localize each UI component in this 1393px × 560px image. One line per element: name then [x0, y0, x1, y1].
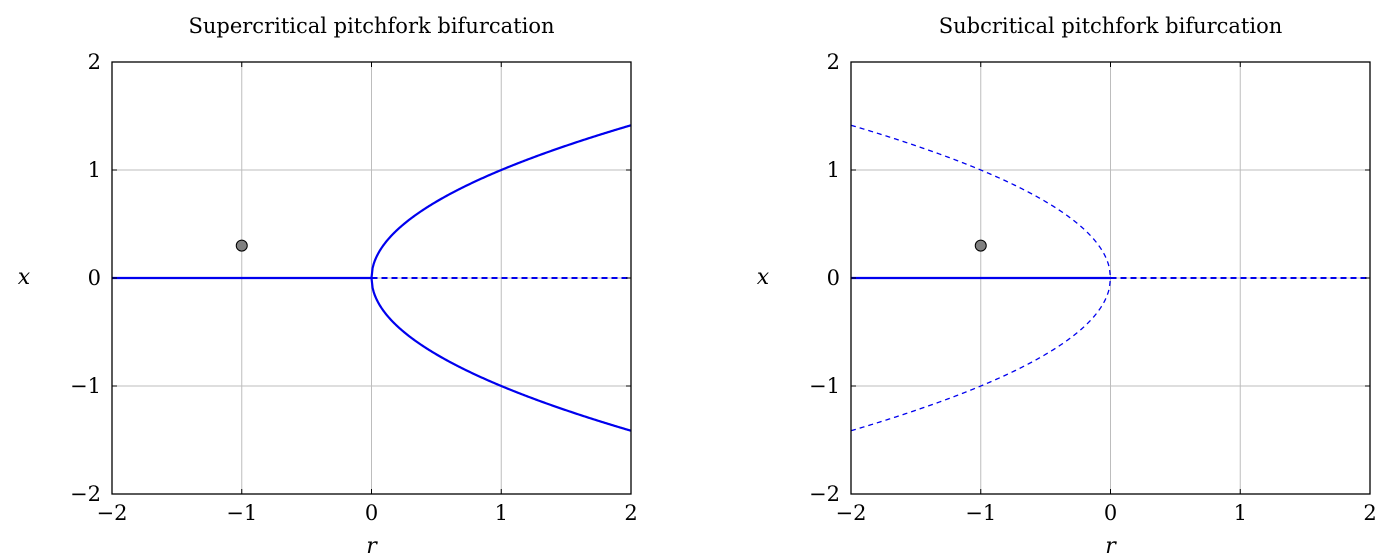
- y-tick-label: −2: [70, 482, 101, 506]
- y-tick-label: −1: [809, 374, 840, 398]
- unstable-branch-line: [850, 124, 1112, 279]
- x-tick-label: 0: [1104, 501, 1117, 525]
- unstable-branch-line: [850, 277, 1112, 432]
- y-tick-label: 2: [88, 50, 101, 74]
- stable-branch-line: [370, 124, 632, 279]
- y-tick-label: 1: [827, 158, 840, 182]
- y-tick-label: −1: [70, 374, 101, 398]
- x-axis-label: r: [1105, 534, 1117, 559]
- x-tick-label: 2: [1363, 501, 1376, 525]
- x-axis-label: r: [366, 534, 378, 559]
- x-tick-label: −1: [965, 501, 996, 525]
- state-point-marker: [235, 239, 248, 252]
- x-tick-label: 1: [1234, 501, 1247, 525]
- plot-area: [111, 61, 632, 495]
- x-tick-label: −1: [226, 501, 257, 525]
- y-axis-label: x: [757, 265, 770, 290]
- x-tick-label: −2: [836, 501, 867, 525]
- y-tick-label: 0: [827, 266, 840, 290]
- state-point-marker: [974, 239, 987, 252]
- supercritical-panel: Supercritical pitchfork bifurcation r x …: [18, 14, 638, 559]
- x-tick-label: 1: [495, 501, 508, 525]
- chart-title: Supercritical pitchfork bifurcation: [188, 14, 554, 38]
- chart-title: Subcritical pitchfork bifurcation: [939, 14, 1283, 38]
- y-tick-label: 2: [827, 50, 840, 74]
- subcritical-panel: Subcritical pitchfork bifurcation r x −2…: [757, 14, 1377, 559]
- x-tick-label: 0: [365, 501, 378, 525]
- x-tick-label: 2: [624, 501, 637, 525]
- y-tick-label: 1: [88, 158, 101, 182]
- y-tick-label: −2: [809, 482, 840, 506]
- x-tick-label: −2: [97, 501, 128, 525]
- y-tick-label: 0: [88, 266, 101, 290]
- y-axis-label: x: [18, 265, 31, 290]
- stable-branch-line: [370, 277, 632, 432]
- plot-area: [850, 61, 1371, 495]
